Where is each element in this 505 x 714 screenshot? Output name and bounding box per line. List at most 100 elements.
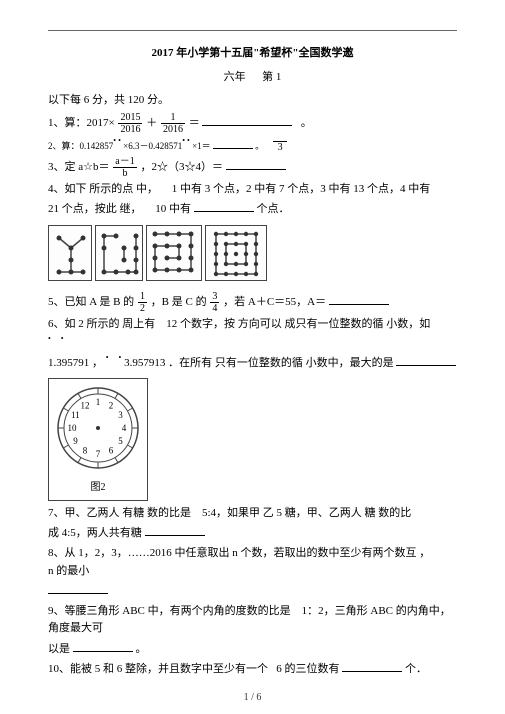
clock-box: 123456789101112图2 <box>48 378 148 501</box>
q1-frac2: 1 2016 <box>161 112 185 135</box>
question-8a: 8、从 1，2，3，……2016 中任意取出 n 个数，若取出的数中至少有两个数… <box>48 545 457 580</box>
q3-frac: a－1 b <box>113 156 136 179</box>
q5-f2n: 3 <box>210 291 219 303</box>
q3-post: ，2☆（3☆4）＝ <box>140 161 223 173</box>
svg-text:7: 7 <box>96 449 101 459</box>
question-7a: 7、甲、乙两人 有糖 数的比是 5:4，如果甲 乙 5 糖，甲、乙两人 糖 数的… <box>48 505 457 523</box>
q8-b: ， <box>419 547 430 559</box>
q4-blank <box>194 200 254 212</box>
svg-text:6: 6 <box>109 446 114 456</box>
subtitle-right: 第 1 <box>262 71 281 83</box>
question-1: 1、算：2017× 2015 2016 ＋ 1 2016 ＝ 。 <box>48 112 457 135</box>
q1-frac1: 2015 2016 <box>118 112 142 135</box>
q10-b: 6 的三位数有 <box>276 663 339 675</box>
q4-d: 10 中有 <box>155 203 191 215</box>
question-4b: 21 个点，按此 继， 10 中有 个点． <box>48 200 457 219</box>
page-title: 2017 年小学第十五届"希望杯"全国数学邀 <box>48 45 457 63</box>
q5-f1n: 1 <box>138 291 147 303</box>
question-2: 2、算：0.142857• • ×6.3－0.428571• • ×1＝ 。 3 <box>48 137 457 154</box>
question-9a: 9、等腰三角形 ABC 中，有两个内角的度数的比是 1：2，三角形 ABC 的内… <box>48 603 457 638</box>
svg-text:2: 2 <box>109 401 114 411</box>
q4-e: 个点． <box>257 203 290 215</box>
svg-text:3: 3 <box>118 410 123 420</box>
q3-frac-den: b <box>113 168 136 179</box>
svg-text:4: 4 <box>122 423 127 433</box>
pattern-figures <box>48 225 457 288</box>
q5-post: ，若 A＋C＝55，A＝ <box>223 296 326 308</box>
page-number: 1 / 6 <box>0 690 505 706</box>
q6-f: ．在所有 只有一位整数的循 小数中，最大的是 <box>168 357 394 369</box>
svg-text:9: 9 <box>73 436 78 446</box>
q4-b: 1 中有 3 个点，2 中有 7 个点，3 中有 13 个点，4 中有 <box>172 183 431 195</box>
intro-text: 以下每 6 分，共 120 分。 <box>48 92 457 110</box>
svg-text:10: 10 <box>68 423 78 433</box>
question-6a: 6、如 2 所示的 周上有 12 个数字，按 方向可以 成只有一位整数的循 小数… <box>48 316 457 334</box>
q3-blank <box>226 158 286 170</box>
q3-frac-num: a－1 <box>113 156 136 168</box>
q6-a: 6、如 2 所示的 周上有 <box>48 318 155 330</box>
question-6b: • • 1.395791 ， • • 3.957913 ．在所有 只有一位整数的… <box>48 336 457 372</box>
q1-frac1-den: 2016 <box>118 124 142 135</box>
over3-val: 3 <box>278 142 283 153</box>
q3-pre: 3、定 a☆b＝ <box>48 161 110 173</box>
q5-mid: ，B 是 C 的 <box>151 296 210 308</box>
q10-c: 个． <box>405 663 427 675</box>
q6-c: 1.395791 <box>48 357 89 369</box>
q5-f1: 1 2 <box>138 291 147 314</box>
q1-frac2-num: 1 <box>161 112 185 124</box>
pattern-box-3 <box>146 225 202 281</box>
q5-f2: 3 4 <box>210 291 219 314</box>
subtitle-left: 六年 <box>224 71 246 83</box>
pattern-box-1 <box>48 225 92 281</box>
q1-label: 1、算：2017× <box>48 117 115 129</box>
pattern-box-2 <box>95 225 143 281</box>
pattern-box-4 <box>205 225 267 281</box>
q8-c: n 的最小 <box>48 565 89 577</box>
question-4a: 4、如下 所示的点 中， 1 中有 3 个点，2 中有 7 个点，3 中有 13… <box>48 181 457 199</box>
q9-d: 。 <box>136 643 147 655</box>
svg-text:8: 8 <box>83 446 88 456</box>
q5-f2d: 4 <box>210 303 219 314</box>
q6-e: 3.957913 <box>124 357 165 369</box>
q6-b: 12 个数字，按 方向可以 成只有一位整数的循 小数，如 <box>166 318 430 330</box>
over-3: 3 <box>273 141 287 153</box>
subtitle: 六年 第 1 <box>48 69 457 87</box>
q2-post: ×1＝ <box>192 141 211 151</box>
q7-b: 5:4，如果甲 乙 5 糖，甲、乙两人 糖 数的比 <box>202 507 411 519</box>
svg-text:1: 1 <box>96 397 101 407</box>
svg-text:11: 11 <box>71 410 80 420</box>
q9-c: 以是 <box>48 643 70 655</box>
q4-c: 21 个点，按此 继， <box>48 203 142 215</box>
q1-blank <box>202 114 292 126</box>
q6-blank <box>396 354 456 366</box>
q1-eq: ＝ <box>189 117 200 129</box>
q5-pre: 5、已知 A 是 B 的 <box>48 296 137 308</box>
q6-d: ， <box>92 357 103 369</box>
clock-caption: 图2 <box>53 480 143 496</box>
question-5: 5、已知 A 是 B 的 1 2 ，B 是 C 的 3 4 ，若 A＋C＝55，… <box>48 291 457 314</box>
question-3: 3、定 a☆b＝ a－1 b ，2☆（3☆4）＝ <box>48 156 457 179</box>
clock-figure: 123456789101112图2 <box>48 378 457 501</box>
q7-c: 成 4:5，两人共有糖 <box>48 527 142 539</box>
svg-text:12: 12 <box>81 401 90 411</box>
q2-mid: ×6.3－0.428571 <box>123 141 182 151</box>
q1-frac2-den: 2016 <box>161 124 185 135</box>
question-7b: 成 4:5，两人共有糖 <box>48 524 457 543</box>
question-9b: 以是 。 <box>48 640 457 659</box>
q2-pre: 2、算：0.142857 <box>48 141 113 151</box>
clock-icon: 123456789101112 <box>53 383 143 473</box>
q9-blank <box>73 640 133 652</box>
svg-text:5: 5 <box>118 436 123 446</box>
q7-a: 7、甲、乙两人 有糖 数的比是 <box>48 507 191 519</box>
q9-a: 9、等腰三角形 ABC 中，有两个内角的度数的比是 <box>48 605 291 617</box>
q1-frac1-num: 2015 <box>118 112 142 124</box>
q2-blank <box>213 137 253 149</box>
q5-f1d: 2 <box>138 303 147 314</box>
q10-blank <box>342 660 402 672</box>
q1-plus: ＋ <box>146 117 160 129</box>
q7-blank <box>145 524 205 536</box>
q10-a: 10、能被 5 和 6 整除，并且数字中至少有一个 <box>48 663 268 675</box>
question-10: 10、能被 5 和 6 整除，并且数字中至少有一个 6 的三位数有 个． <box>48 660 457 679</box>
q8-blank <box>48 582 108 594</box>
question-8b <box>48 582 457 601</box>
